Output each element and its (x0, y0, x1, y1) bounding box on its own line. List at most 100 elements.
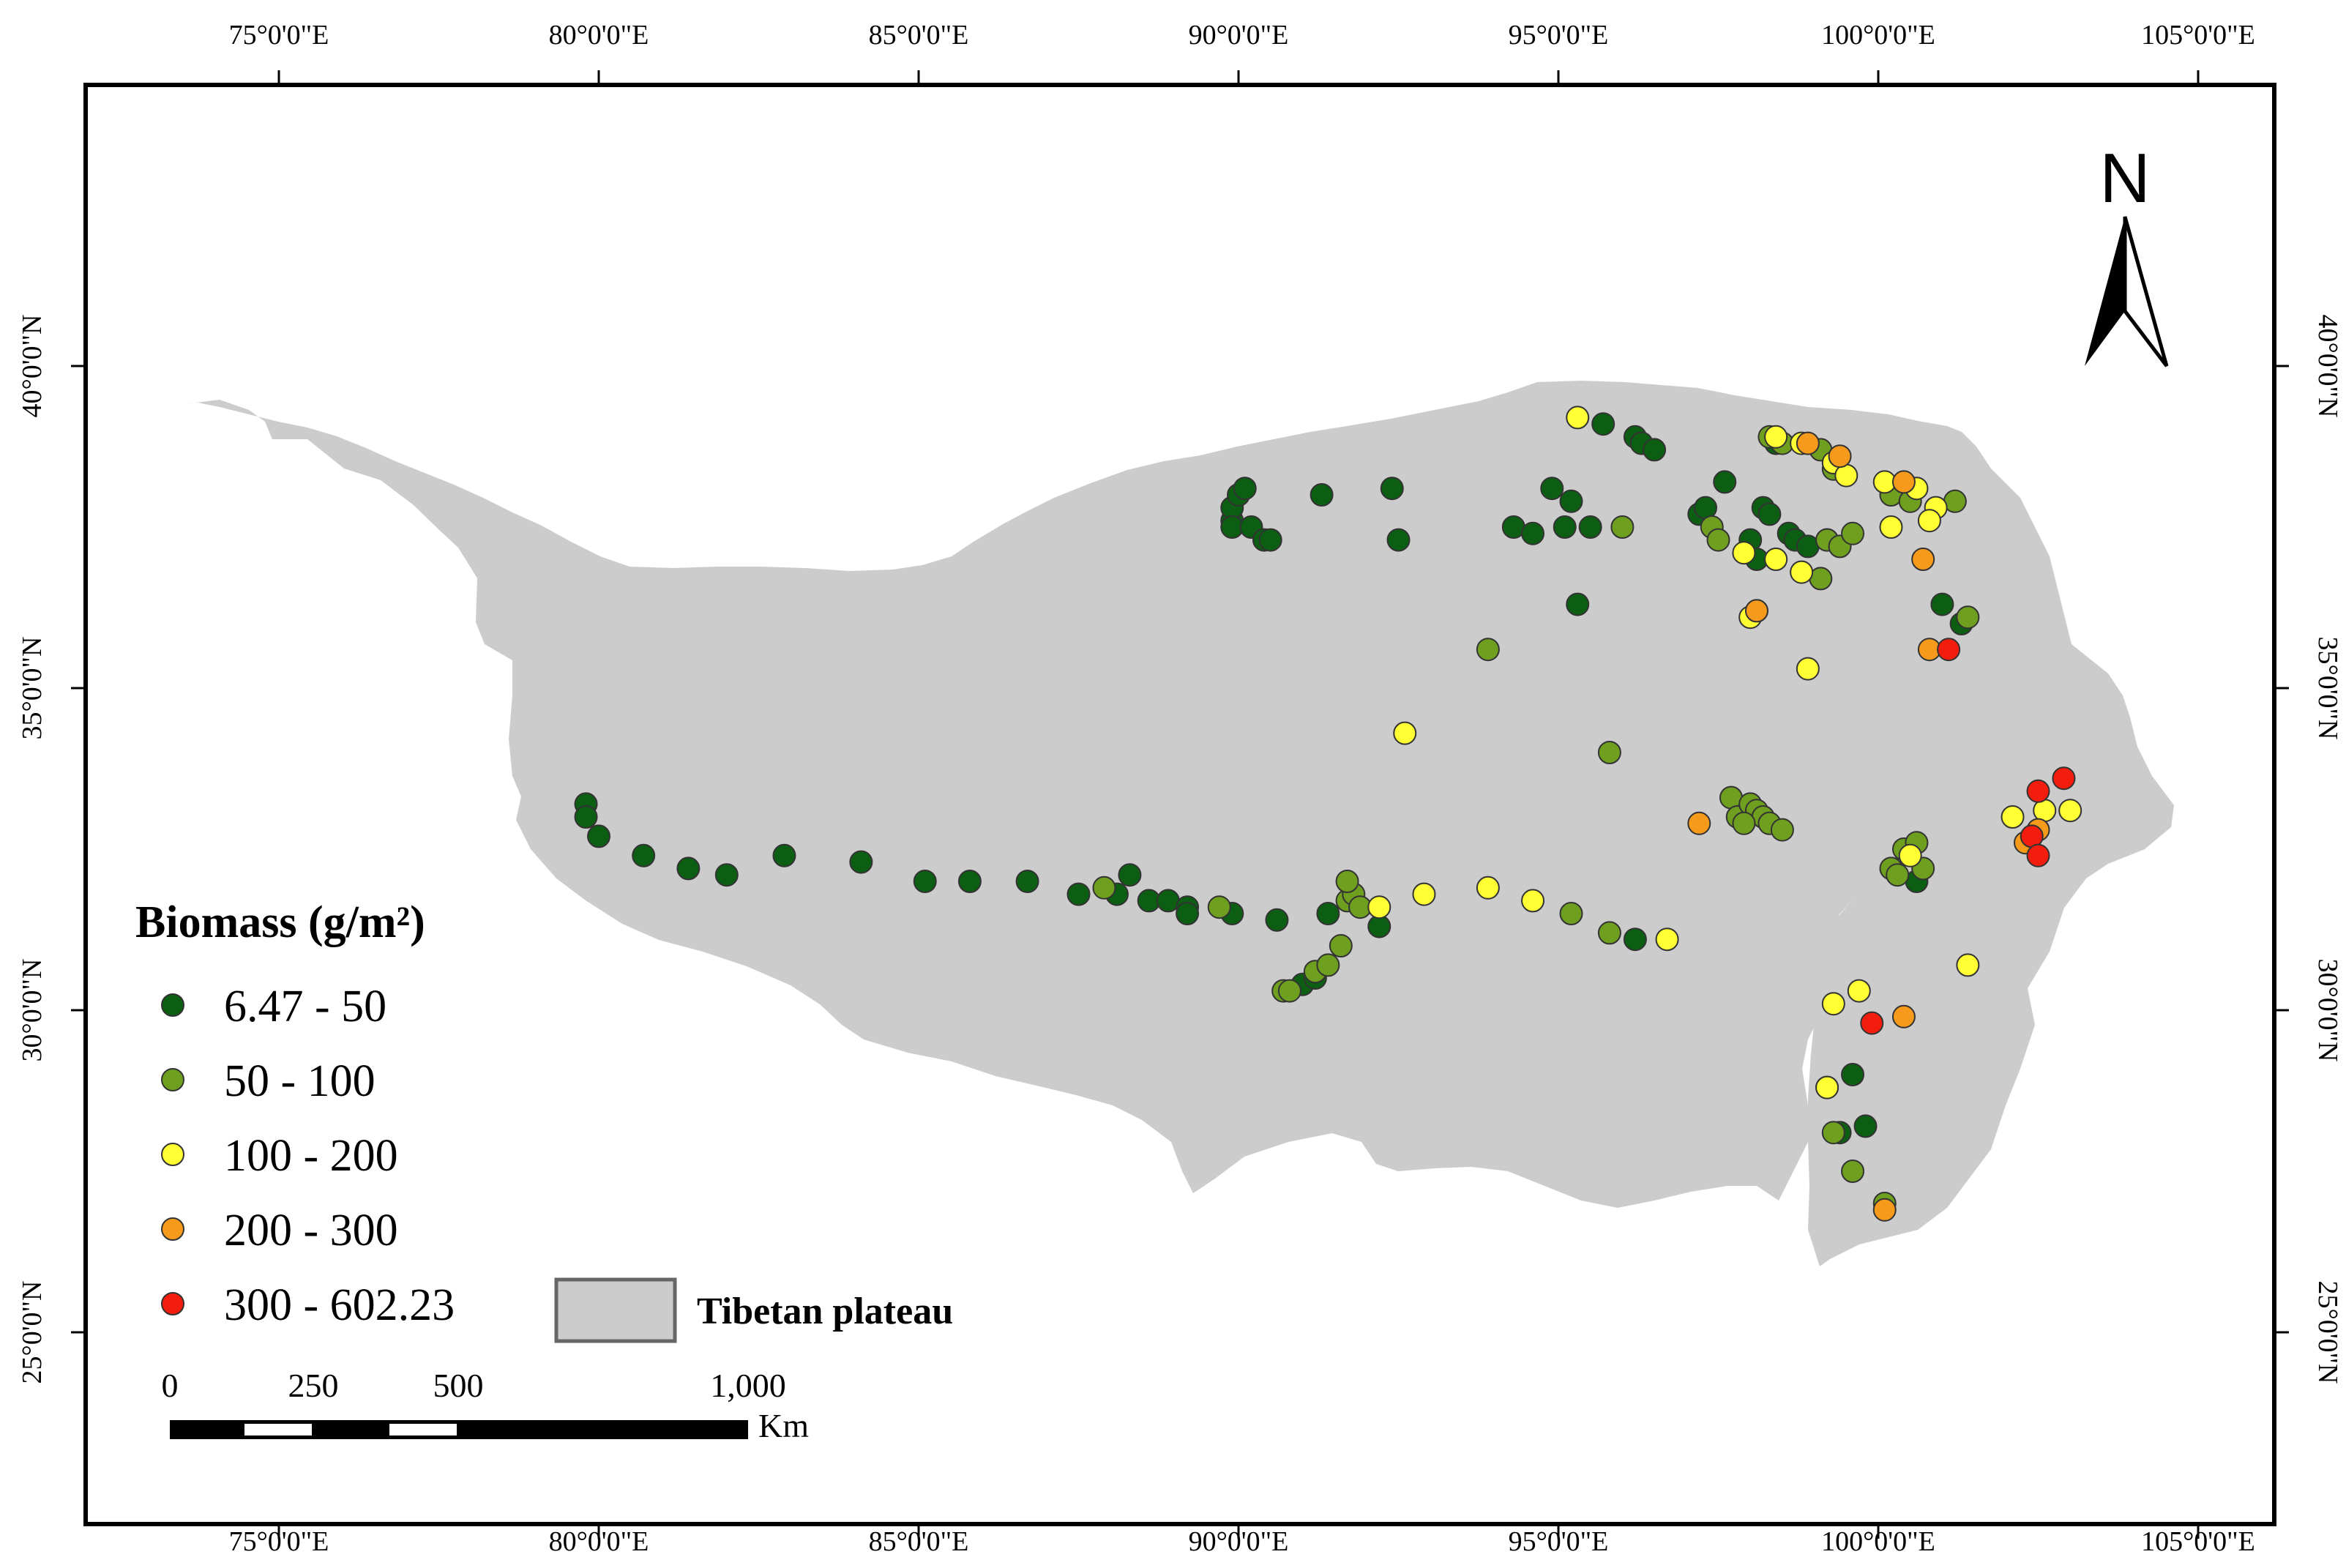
lon-tick-label: 75°0'0"E (229, 1526, 329, 1557)
scale-bar: 0 250 500 1,000 Km (162, 1367, 810, 1444)
sample-site-c5 (2026, 843, 2050, 867)
legend-label-c2: 50 - 100 (224, 1056, 376, 1106)
lat-tick-label: 30°0'0"N (17, 959, 48, 1062)
legend-swatch-c1 (161, 993, 184, 1017)
sample-site-c3 (1956, 953, 1980, 977)
lon-tick-label: 95°0'0"E (1509, 20, 1609, 51)
sample-site-c1 (1118, 863, 1142, 887)
legend-label-c1: 6.47 - 50 (224, 982, 386, 1031)
lon-tick-label: 95°0'0"E (1509, 1526, 1609, 1557)
sample-site-c3 (2001, 805, 2025, 829)
sample-site-c1 (1380, 477, 1404, 501)
lon-tick-label: 100°0'0"E (1821, 1526, 1935, 1557)
sample-site-c4 (1911, 548, 1935, 571)
sample-site-c1 (1841, 1063, 1865, 1086)
sample-site-c4 (1796, 431, 1820, 455)
sample-site-c1 (587, 824, 610, 848)
sample-site-c2 (1610, 515, 1635, 539)
sample-site-c4 (1687, 811, 1711, 835)
lon-tick-label: 75°0'0"E (229, 20, 329, 51)
sample-site-c1 (1559, 489, 1583, 513)
sample-site-c1 (632, 843, 656, 867)
sample-site-c5 (2052, 766, 2076, 791)
map-frame (83, 83, 2276, 1526)
sample-site-c3 (1412, 882, 1436, 906)
north-arrow: N (2085, 139, 2169, 367)
sample-site-c1 (1757, 502, 1782, 526)
sample-site-c1 (849, 850, 873, 874)
lat-tick-label: 40°0'0"N (17, 315, 48, 418)
sample-site-c3 (2058, 799, 2082, 823)
lon-tick-label: 85°0'0"E (869, 20, 969, 51)
sample-site-c1 (1853, 1114, 1878, 1138)
sample-site-c2 (1770, 818, 1794, 842)
sample-site-c1 (1386, 528, 1411, 552)
sample-site-c2 (1207, 895, 1231, 919)
sample-site-c1 (1310, 483, 1334, 507)
scale-bar-segment (244, 1424, 312, 1436)
sample-site-c2 (1335, 870, 1359, 893)
lon-tick-label: 105°0'0"E (2141, 20, 2255, 51)
legend-swatch-c3 (161, 1143, 184, 1166)
scale-label-0: 0 (162, 1367, 179, 1404)
lat-tick-label: 35°0'0"N (17, 637, 48, 740)
legend-title: Biomass (g/m²) (135, 897, 425, 947)
sample-site-c2 (1956, 605, 1980, 630)
scale-label-250: 250 (288, 1367, 339, 1404)
scale-label-1000: 1,000 (710, 1367, 786, 1404)
lat-tick-label: 40°0'0"N (2312, 315, 2343, 418)
sample-site-c2 (1821, 1121, 1845, 1145)
sample-site-c1 (957, 870, 982, 893)
sample-site-c1 (676, 856, 701, 881)
sample-site-c1 (1521, 521, 1545, 545)
sample-site-c1 (574, 805, 598, 829)
biomass-sample-sites (574, 406, 2082, 1222)
sample-site-c1 (1015, 870, 1039, 893)
lon-tick-label: 80°0'0"E (549, 1526, 649, 1557)
longitude-graticule-labels: 75°0'0"E 75°0'0"E 80°0'0"E 80°0'0"E 85°0'0"E… (229, 20, 2255, 1557)
legend-label-c4: 200 - 300 (224, 1206, 398, 1255)
lon-tick-label: 90°0'0"E (1189, 1526, 1289, 1557)
legend-items: 6.47 - 50 50 - 100 100 - 200 200 - 300 300 -… (161, 982, 455, 1330)
plateau-legend-label: Tibetan plateau (697, 1291, 953, 1332)
sample-site-c3 (1732, 541, 1756, 565)
lon-tick-label: 105°0'0"E (2141, 1526, 2255, 1557)
sample-site-c2 (1476, 638, 1500, 662)
sample-site-c2 (1841, 521, 1865, 545)
sample-site-c1 (1578, 515, 1602, 539)
sample-site-c1 (1930, 592, 1954, 616)
lat-tick-label: 35°0'0"N (2312, 637, 2343, 740)
sample-site-c2 (1886, 863, 1910, 887)
lon-tick-label: 80°0'0"E (549, 20, 649, 51)
sample-site-c3 (1476, 876, 1500, 900)
scale-unit: Km (758, 1407, 809, 1444)
sample-site-c3 (1879, 515, 1903, 539)
sample-site-c3 (1821, 992, 1845, 1016)
sample-site-c5 (1937, 638, 1961, 662)
sample-site-c4 (1828, 444, 1852, 468)
sample-site-c3 (1815, 1075, 1839, 1100)
sample-site-c1 (1623, 927, 1647, 952)
sample-site-c4 (1872, 1198, 1897, 1222)
sample-site-c1 (1566, 592, 1590, 616)
sample-site-c2 (1277, 979, 1301, 1003)
lon-tick-label: 100°0'0"E (1821, 20, 1935, 51)
sample-site-c1 (1713, 470, 1737, 494)
north-arrow-label: N (2099, 139, 2150, 217)
sample-site-c3 (1796, 657, 1820, 681)
sample-site-c1 (772, 843, 796, 867)
sample-site-c1 (1265, 908, 1289, 932)
sample-site-c1 (714, 863, 739, 887)
sample-site-c2 (1316, 953, 1340, 977)
sample-site-c3 (1847, 979, 1871, 1003)
sample-site-c1 (1643, 438, 1667, 462)
sample-site-c3 (1393, 721, 1417, 745)
legend: Biomass (g/m²) 6.47 - 50 50 - 100 100 - 20… (135, 897, 953, 1343)
north-arrow-dark-half (2085, 217, 2125, 366)
sample-site-c3 (1764, 548, 1788, 571)
sample-site-c3 (1367, 895, 1391, 919)
sample-site-c2 (1092, 876, 1116, 900)
tibetan-plateau-area (184, 381, 2174, 1266)
